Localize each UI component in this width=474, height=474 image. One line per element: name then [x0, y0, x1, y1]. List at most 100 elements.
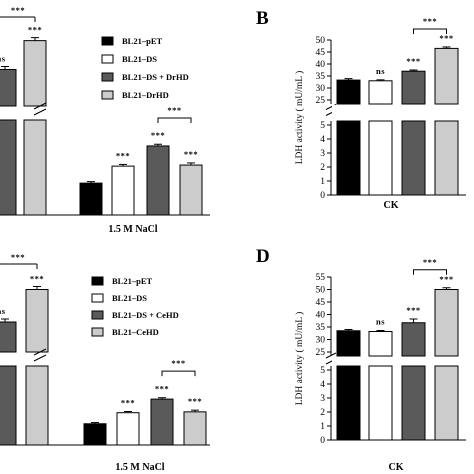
x-axis-label: 1.5 M NaCl [115, 462, 164, 473]
y-tick-label: 2 [320, 163, 325, 173]
legend-entry-1: BL21–pET [122, 36, 162, 46]
x-axis-label: CK [384, 200, 399, 211]
partial-bar-sig: ns [0, 306, 6, 316]
sig-label-2: ns [376, 66, 385, 76]
bar-3-lower [401, 365, 426, 441]
legend-swatch-1 [101, 36, 114, 46]
partial-bar [23, 40, 47, 107]
bar-1-lower [336, 120, 361, 196]
comparison-sig: *** [171, 358, 185, 368]
bar-3-lower [401, 120, 426, 196]
y-tick-label: 35 [316, 323, 326, 333]
y-tick-label: 1 [320, 422, 325, 432]
legend-entry-2: BL21–DS [112, 293, 147, 303]
y-tick-label: 5 [320, 121, 325, 131]
bar-3-upper [401, 322, 426, 357]
y-tick-label: 4 [320, 380, 325, 390]
y-tick-label: 1 [320, 177, 325, 187]
partial-bar-sig: ns [0, 54, 6, 64]
partial-bar [25, 289, 49, 353]
bar-2-lower [368, 120, 393, 196]
bar-4 [183, 411, 207, 446]
legend-entry-3: BL21–DS + DrHD [122, 72, 189, 82]
y-tick-label: 40 [316, 60, 326, 70]
partial-bar-lower [0, 365, 17, 446]
y-axis-label: LDH activity ( mU/mL ) [294, 312, 305, 406]
partial-bar [0, 321, 17, 353]
legend-swatch-2 [101, 54, 114, 64]
comparison-bracket [413, 28, 447, 34]
bar-4-upper [434, 289, 459, 357]
x-axis-label: CK [389, 462, 404, 473]
y-tick-label: 0 [320, 436, 325, 446]
panel-c: ns *** *** *** *** *** *** 1.5 M NaCl BL21–pET BL… [0, 252, 210, 473]
sig-label-4: *** [439, 33, 453, 43]
y-tick-label: 55 [316, 273, 326, 283]
y-tick-label: 25 [316, 96, 326, 106]
comparison-sig: *** [423, 257, 437, 267]
axis-break-gap [332, 357, 464, 365]
sig-label-2: *** [116, 150, 130, 160]
y-tick-label: 35 [316, 72, 326, 82]
bar-3 [146, 145, 170, 216]
comparison-sig: *** [11, 5, 25, 15]
bar-1-upper [336, 330, 361, 357]
legend-swatch-3 [91, 310, 104, 320]
y-tick-label: 50 [316, 286, 326, 296]
y-tick-label: 3 [320, 149, 325, 159]
y-tick-label: 4 [320, 135, 325, 145]
legend-swatch-4 [101, 90, 114, 100]
sig-label-4: *** [184, 149, 198, 159]
comparison-bracket [161, 370, 196, 377]
partial-bar [0, 69, 17, 107]
legend-entry-4: BL21–DrHD [122, 90, 169, 100]
axis-break-mark [33, 102, 47, 110]
bar-1 [83, 423, 107, 446]
comparison-sig: *** [167, 105, 181, 115]
bar-3 [150, 398, 174, 446]
y-tick-label: 3 [320, 394, 325, 404]
x-axis-label: 1.5 M NaCl [108, 224, 157, 235]
legend-entry-1: BL21–pET [112, 276, 152, 286]
bar-3-upper [401, 70, 426, 105]
sig-label-4: *** [439, 274, 453, 284]
y-tick-label: 50 [316, 36, 326, 46]
partial-bar-lower [0, 119, 17, 216]
sig-label-3: *** [406, 56, 420, 66]
y-tick-label: 40 [316, 311, 326, 321]
bar-2-lower [368, 365, 393, 441]
comparison-sig: *** [423, 16, 437, 26]
bar-2-upper [368, 331, 393, 357]
bar-1-lower [336, 365, 361, 441]
y-tick-label: 45 [316, 298, 326, 308]
legend-entry-3: BL21–DS + CeHD [112, 310, 179, 320]
partial-bar-sig: *** [30, 274, 44, 284]
legend-swatch-3 [101, 72, 114, 82]
sig-label-3: *** [155, 384, 169, 394]
y-axis-label: LDH activity ( mU/mL ) [294, 71, 305, 165]
sig-label-2: ns [376, 317, 385, 327]
y-tick-label: 2 [320, 408, 325, 418]
sig-label-3: *** [151, 130, 165, 140]
bar-2 [111, 165, 135, 216]
bar-1-upper [336, 79, 361, 105]
sig-label-4: *** [188, 396, 202, 406]
bar-4 [179, 164, 203, 216]
panel-letter: D [256, 246, 270, 267]
y-tick-label: 30 [316, 336, 326, 346]
bar-1 [79, 182, 103, 216]
comparison-bracket [413, 269, 447, 275]
bar-4-lower [434, 120, 459, 196]
bar-4-lower [434, 365, 459, 441]
partial-bar-lower [23, 119, 47, 216]
y-tick-label: 30 [316, 84, 326, 94]
bar-2-upper [368, 80, 393, 105]
panel-a: ns******************1.5 M NaClBL21–pETBL… [0, 5, 210, 235]
y-tick-label: 25 [316, 348, 326, 358]
axis-break-mark [325, 352, 337, 359]
legend-entry-4: BL21–CeHD [112, 327, 159, 337]
comparison-sig: *** [11, 252, 25, 262]
legend-entry-2: BL21–DS [122, 54, 157, 64]
